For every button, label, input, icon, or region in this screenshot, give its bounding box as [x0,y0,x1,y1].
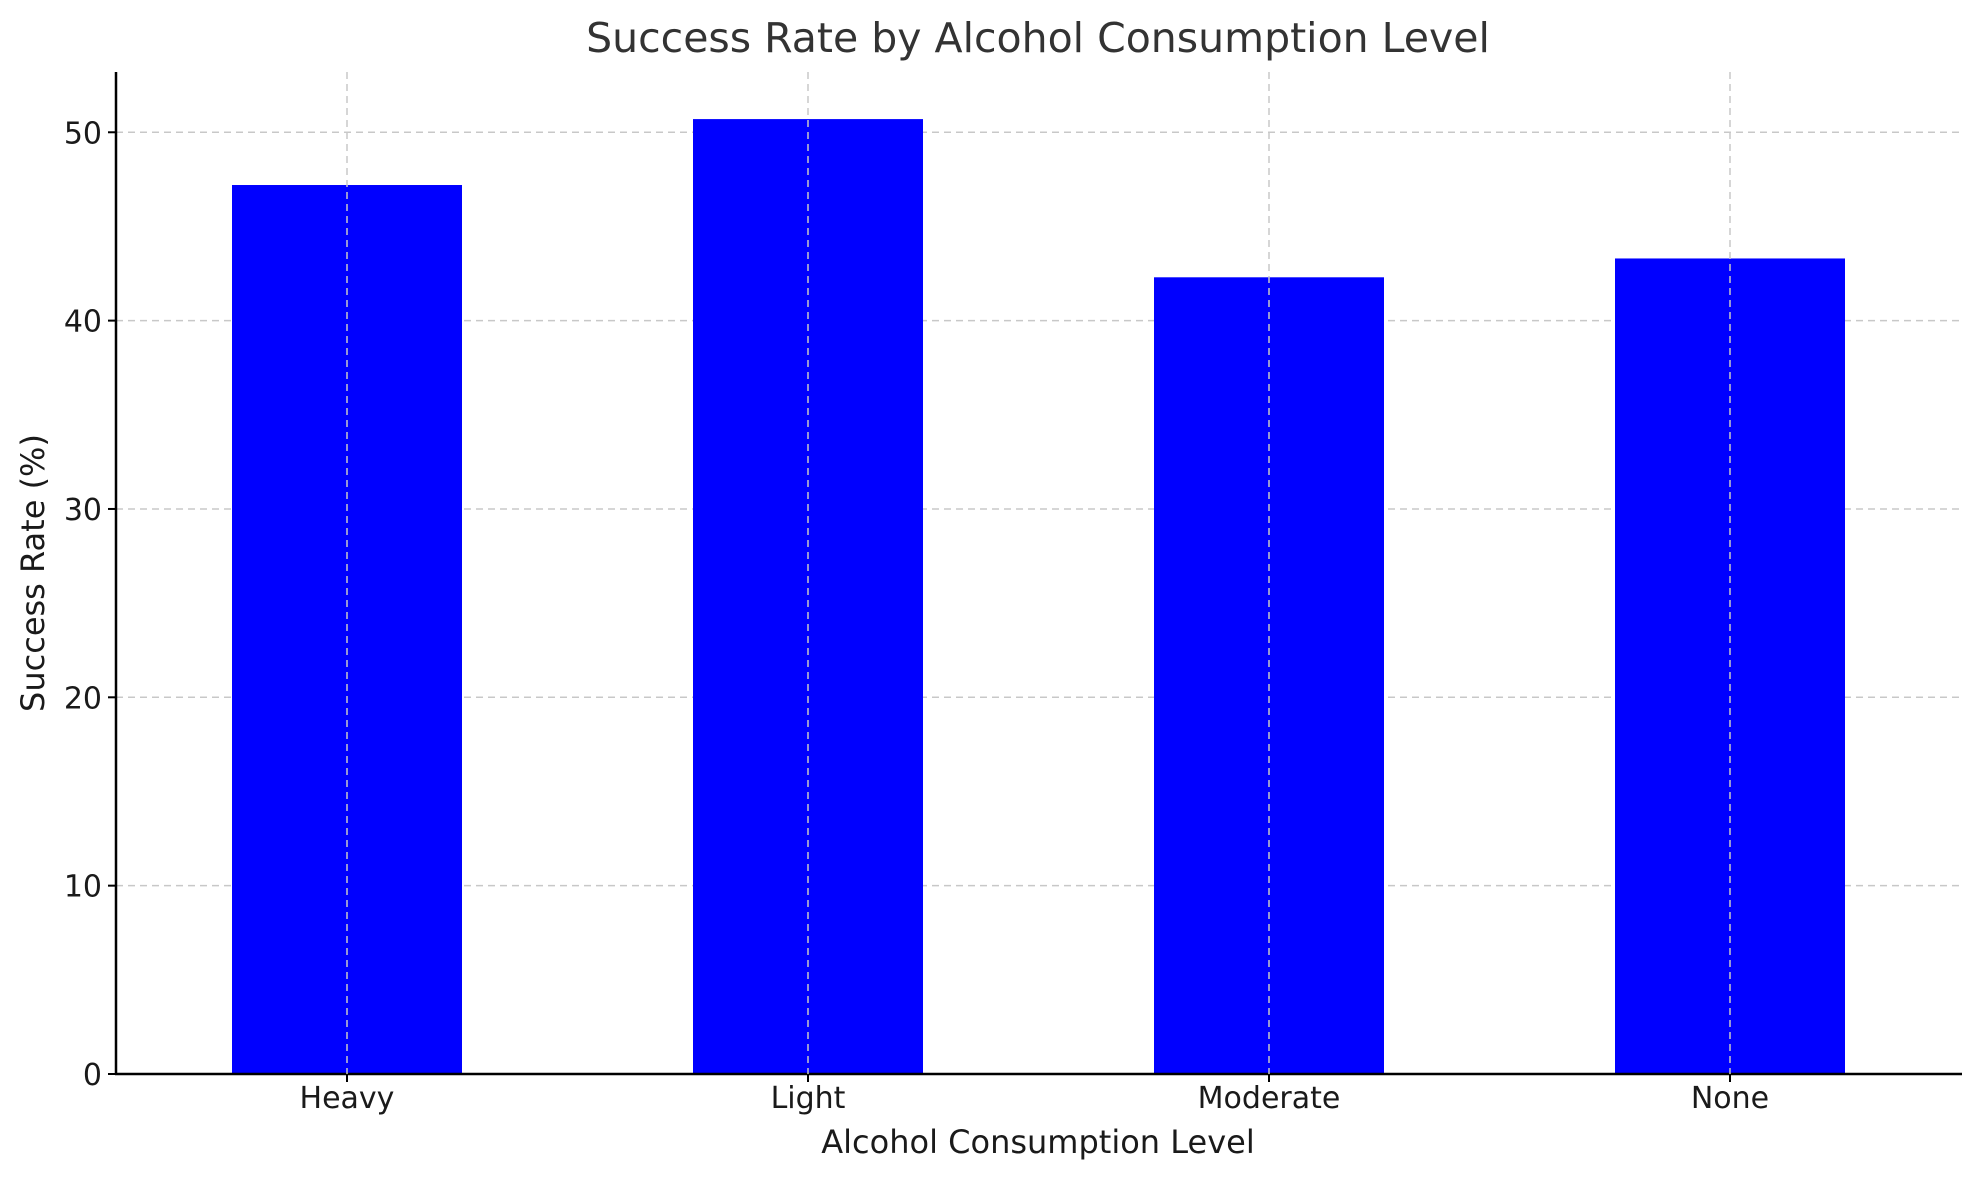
chart-title: Success Rate by Alcohol Consumption Leve… [586,14,1490,62]
y-tick-label: 30 [64,493,102,528]
ticks: 0 10 20 30 40 50 Heavy Light Moderate None [64,72,1769,1116]
x-tick-label: Heavy [300,1081,395,1116]
axes [114,72,1962,1076]
y-tick-label: 40 [64,305,102,340]
x-tick-label: None [1691,1081,1769,1116]
y-tick-label: 10 [64,870,102,905]
x-axis-label: Alcohol Consumption Level [821,1123,1254,1161]
y-tick-label: 20 [64,681,102,716]
y-axis-label: Success Rate (%) [14,434,52,712]
x-tick-label: Light [771,1081,846,1116]
bars [232,119,1845,1075]
y-tick-label: 0 [83,1058,102,1093]
x-tick-label: Moderate [1198,1081,1341,1116]
y-tick-label: 50 [64,116,102,151]
